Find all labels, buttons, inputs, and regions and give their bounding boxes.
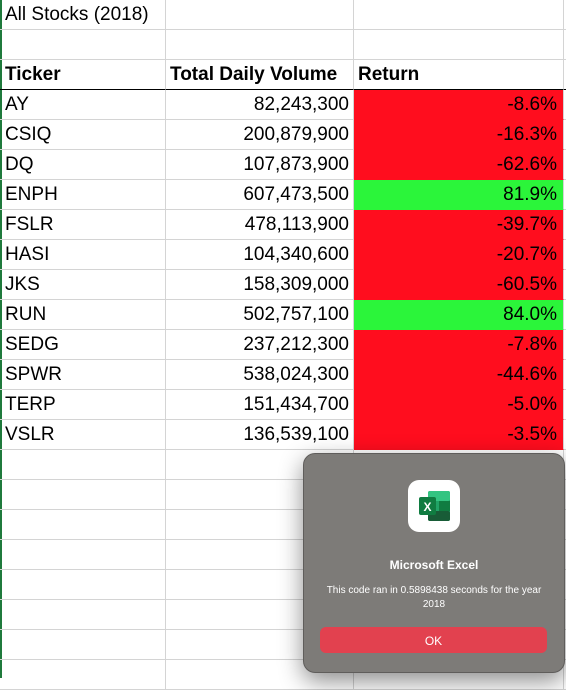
empty-cell[interactable] [564, 270, 566, 300]
table-row: SPWR 538,024,300 -44.6% [0, 360, 566, 390]
return-cell[interactable]: 81.9% [354, 180, 564, 210]
alert-dialog: X Microsoft Excel This code ran in 0.589… [303, 453, 565, 673]
return-cell[interactable]: -20.7% [354, 240, 564, 270]
table-row: ENPH 607,473,500 81.9% [0, 180, 566, 210]
excel-icon: X [408, 480, 460, 532]
volume-cell[interactable]: 107,873,900 [166, 150, 354, 180]
table-row: AY 82,243,300 -8.6% [0, 90, 566, 120]
sheet-left-edge [0, 0, 2, 678]
volume-cell[interactable]: 478,113,900 [166, 210, 354, 240]
empty-cell[interactable] [564, 330, 566, 360]
ticker-cell[interactable]: ENPH [0, 180, 166, 210]
ticker-cell[interactable]: SEDG [0, 330, 166, 360]
empty-cell[interactable] [564, 570, 566, 600]
empty-cell[interactable] [564, 630, 566, 660]
empty-cell[interactable] [564, 510, 566, 540]
ticker-cell[interactable]: SPWR [0, 360, 166, 390]
header-return[interactable]: Return [354, 60, 564, 90]
empty-cell[interactable] [564, 30, 566, 60]
volume-cell[interactable]: 104,340,600 [166, 240, 354, 270]
ticker-cell[interactable]: VSLR [0, 420, 166, 450]
empty-cell[interactable] [354, 30, 564, 60]
ticker-cell[interactable]: RUN [0, 300, 166, 330]
table-row: DQ 107,873,900 -62.6% [0, 150, 566, 180]
empty-cell[interactable] [564, 540, 566, 570]
volume-cell[interactable]: 538,024,300 [166, 360, 354, 390]
svg-text:X: X [423, 500, 431, 514]
table-row: VSLR 136,539,100 -3.5% [0, 420, 566, 450]
empty-cell[interactable] [564, 480, 566, 510]
volume-cell[interactable]: 82,243,300 [166, 90, 354, 120]
volume-cell[interactable]: 200,879,900 [166, 120, 354, 150]
empty-cell[interactable] [0, 510, 166, 540]
return-cell[interactable]: -44.6% [354, 360, 564, 390]
empty-cell[interactable] [564, 180, 566, 210]
ticker-cell[interactable]: TERP [0, 390, 166, 420]
empty-cell[interactable] [564, 150, 566, 180]
empty-cell[interactable] [0, 570, 166, 600]
volume-cell[interactable]: 237,212,300 [166, 330, 354, 360]
empty-cell[interactable] [0, 30, 166, 60]
empty-cell[interactable] [0, 480, 166, 510]
volume-cell[interactable]: 158,309,000 [166, 270, 354, 300]
table-row: RUN 502,757,100 84.0% [0, 300, 566, 330]
header-ticker[interactable]: Ticker [0, 60, 166, 90]
return-cell[interactable]: -8.6% [354, 90, 564, 120]
volume-cell[interactable]: 607,473,500 [166, 180, 354, 210]
empty-cell[interactable] [0, 540, 166, 570]
empty-cell[interactable] [564, 450, 566, 480]
volume-cell[interactable]: 136,539,100 [166, 420, 354, 450]
ok-button[interactable]: OK [320, 627, 547, 653]
return-cell[interactable]: -5.0% [354, 390, 564, 420]
empty-cell[interactable] [564, 90, 566, 120]
ticker-cell[interactable]: HASI [0, 240, 166, 270]
return-cell[interactable]: -60.5% [354, 270, 564, 300]
dialog-message: This code ran in 0.5898438 seconds for t… [326, 585, 542, 610]
header-row: Ticker Total Daily Volume Return [0, 60, 566, 90]
return-cell[interactable]: 84.0% [354, 300, 564, 330]
empty-cell[interactable] [564, 120, 566, 150]
volume-cell[interactable]: 151,434,700 [166, 390, 354, 420]
empty-cell[interactable] [564, 0, 566, 30]
empty-cell[interactable] [564, 60, 566, 90]
empty-cell[interactable] [564, 420, 566, 450]
return-cell[interactable]: -3.5% [354, 420, 564, 450]
ticker-cell[interactable]: JKS [0, 270, 166, 300]
ticker-cell[interactable]: FSLR [0, 210, 166, 240]
empty-cell[interactable] [564, 600, 566, 630]
table-row: FSLR 478,113,900 -39.7% [0, 210, 566, 240]
return-cell[interactable]: -62.6% [354, 150, 564, 180]
empty-cell[interactable] [564, 210, 566, 240]
header-total-daily-volume[interactable]: Total Daily Volume [166, 60, 354, 90]
empty-cell[interactable] [564, 240, 566, 270]
ticker-cell[interactable]: CSIQ [0, 120, 166, 150]
ticker-cell[interactable]: DQ [0, 150, 166, 180]
return-cell[interactable]: -7.8% [354, 330, 564, 360]
table-row: TERP 151,434,700 -5.0% [0, 390, 566, 420]
empty-cell[interactable] [166, 30, 354, 60]
blank-row [0, 30, 566, 60]
empty-cell[interactable] [0, 630, 166, 660]
table-row: SEDG 237,212,300 -7.8% [0, 330, 566, 360]
empty-cell[interactable] [564, 300, 566, 330]
table-row: CSIQ 200,879,900 -16.3% [0, 120, 566, 150]
volume-cell[interactable]: 502,757,100 [166, 300, 354, 330]
empty-cell[interactable] [0, 660, 166, 690]
table-row: HASI 104,340,600 -20.7% [0, 240, 566, 270]
return-cell[interactable]: -39.7% [354, 210, 564, 240]
title-row: All Stocks (2018) [0, 0, 566, 30]
empty-cell[interactable] [354, 0, 564, 30]
sheet-title-cell[interactable]: All Stocks (2018) [0, 0, 166, 30]
return-cell[interactable]: -16.3% [354, 120, 564, 150]
empty-cell[interactable] [564, 390, 566, 420]
empty-cell[interactable] [166, 0, 354, 30]
empty-cell[interactable] [564, 360, 566, 390]
empty-cell[interactable] [0, 600, 166, 630]
table-row: JKS 158,309,000 -60.5% [0, 270, 566, 300]
empty-cell[interactable] [0, 450, 166, 480]
dialog-title: Microsoft Excel [389, 558, 479, 572]
ticker-cell[interactable]: AY [0, 90, 166, 120]
